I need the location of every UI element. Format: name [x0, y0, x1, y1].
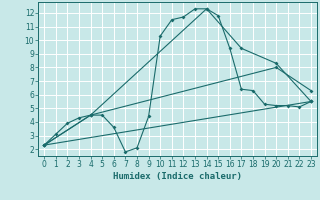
X-axis label: Humidex (Indice chaleur): Humidex (Indice chaleur): [113, 172, 242, 181]
